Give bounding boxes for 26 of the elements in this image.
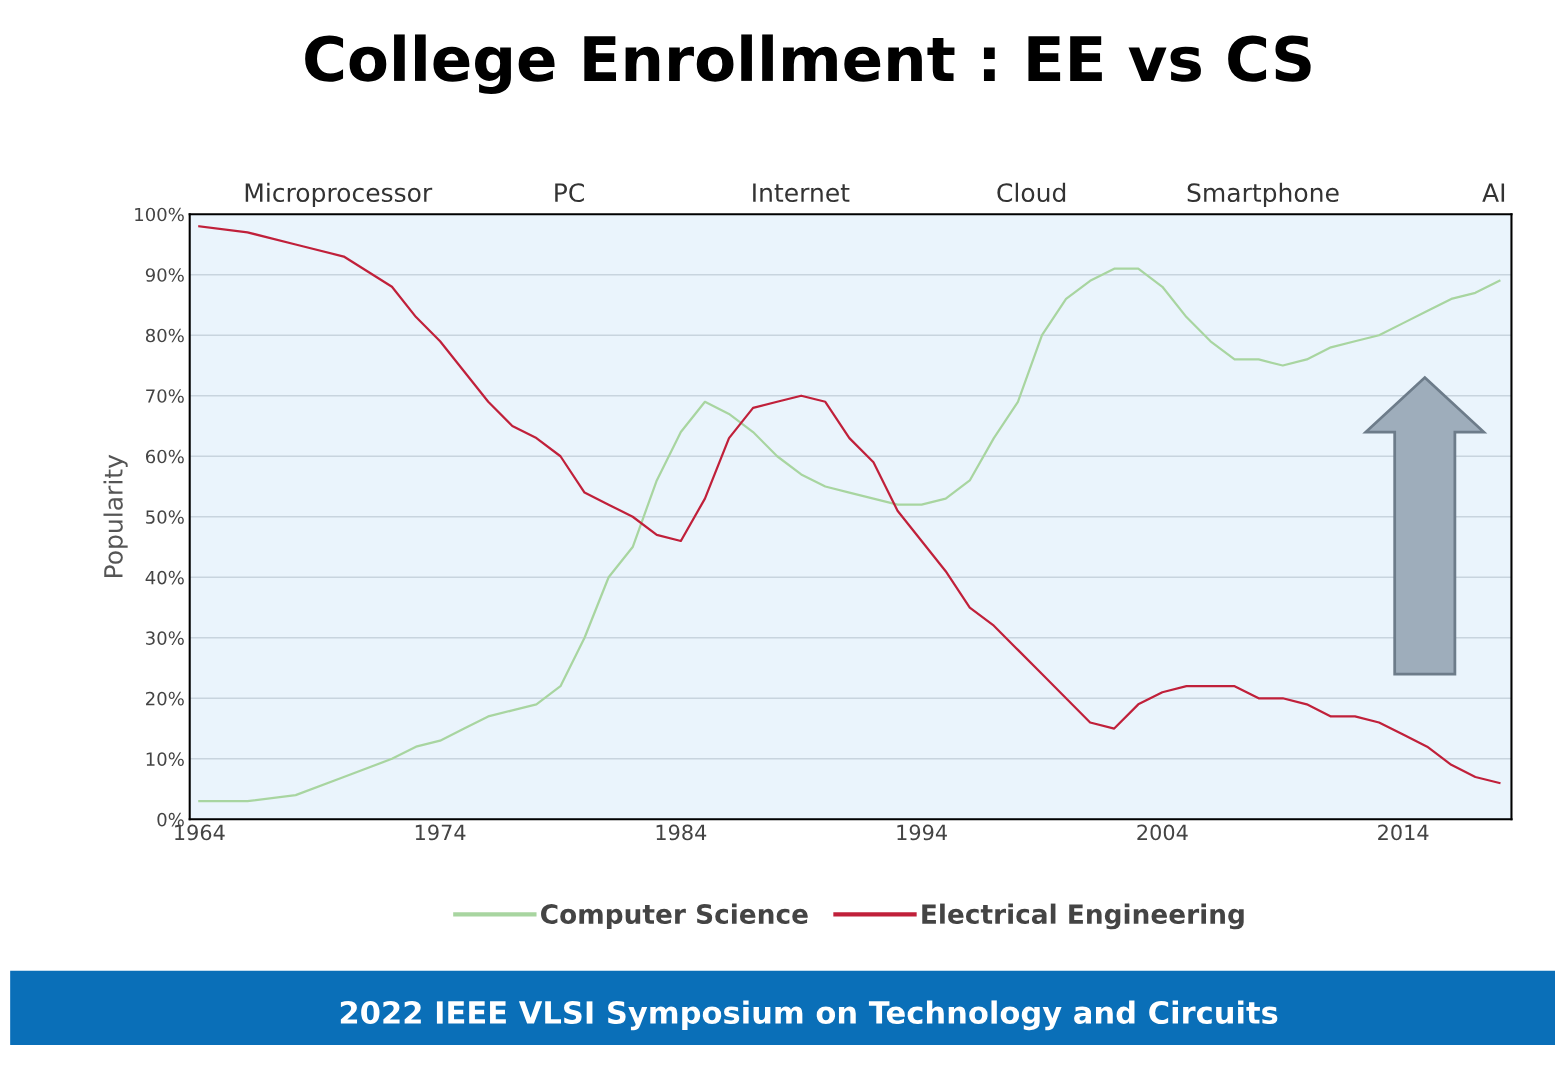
y-tick-label: 40% (145, 570, 184, 585)
text: 2022 IEEE VLSI Symposium on Technology and Circuits (340, 1000, 1278, 1031)
x-tick-label: 1984 (656, 824, 707, 841)
y-tick-label: 50% (146, 510, 184, 524)
y-tick-label: 20% (146, 691, 184, 706)
text: Internet (753, 183, 850, 203)
chart-title: College Enrollment : EE vs CS (305, 34, 1311, 95)
y-tick-label: 100% (135, 207, 184, 222)
x-tick-label: 2014 (1378, 824, 1429, 841)
text: Cloud (997, 182, 1066, 203)
y-tick-label: 60% (145, 449, 184, 464)
legend-label: Computer Science (541, 903, 808, 930)
x-tick-label: 1974 (415, 824, 466, 841)
x-tick-label: 2004 (1137, 824, 1188, 841)
y-tick-label: 10% (146, 752, 184, 766)
legend-label: Electrical Engineering (922, 903, 1244, 930)
text: Microprocessor (245, 182, 433, 207)
x-tick-label: 1994 (897, 824, 947, 841)
text: AI (1482, 183, 1505, 202)
y-tick-label: 90% (145, 268, 184, 282)
y-axis-title: Popularity (103, 454, 128, 577)
y-tick-label: 80% (145, 328, 184, 343)
text: Smartphone (1187, 182, 1339, 207)
y-tick-label: 70% (146, 389, 184, 403)
y-tick-label: 30% (146, 631, 184, 645)
text: PC (555, 183, 584, 203)
